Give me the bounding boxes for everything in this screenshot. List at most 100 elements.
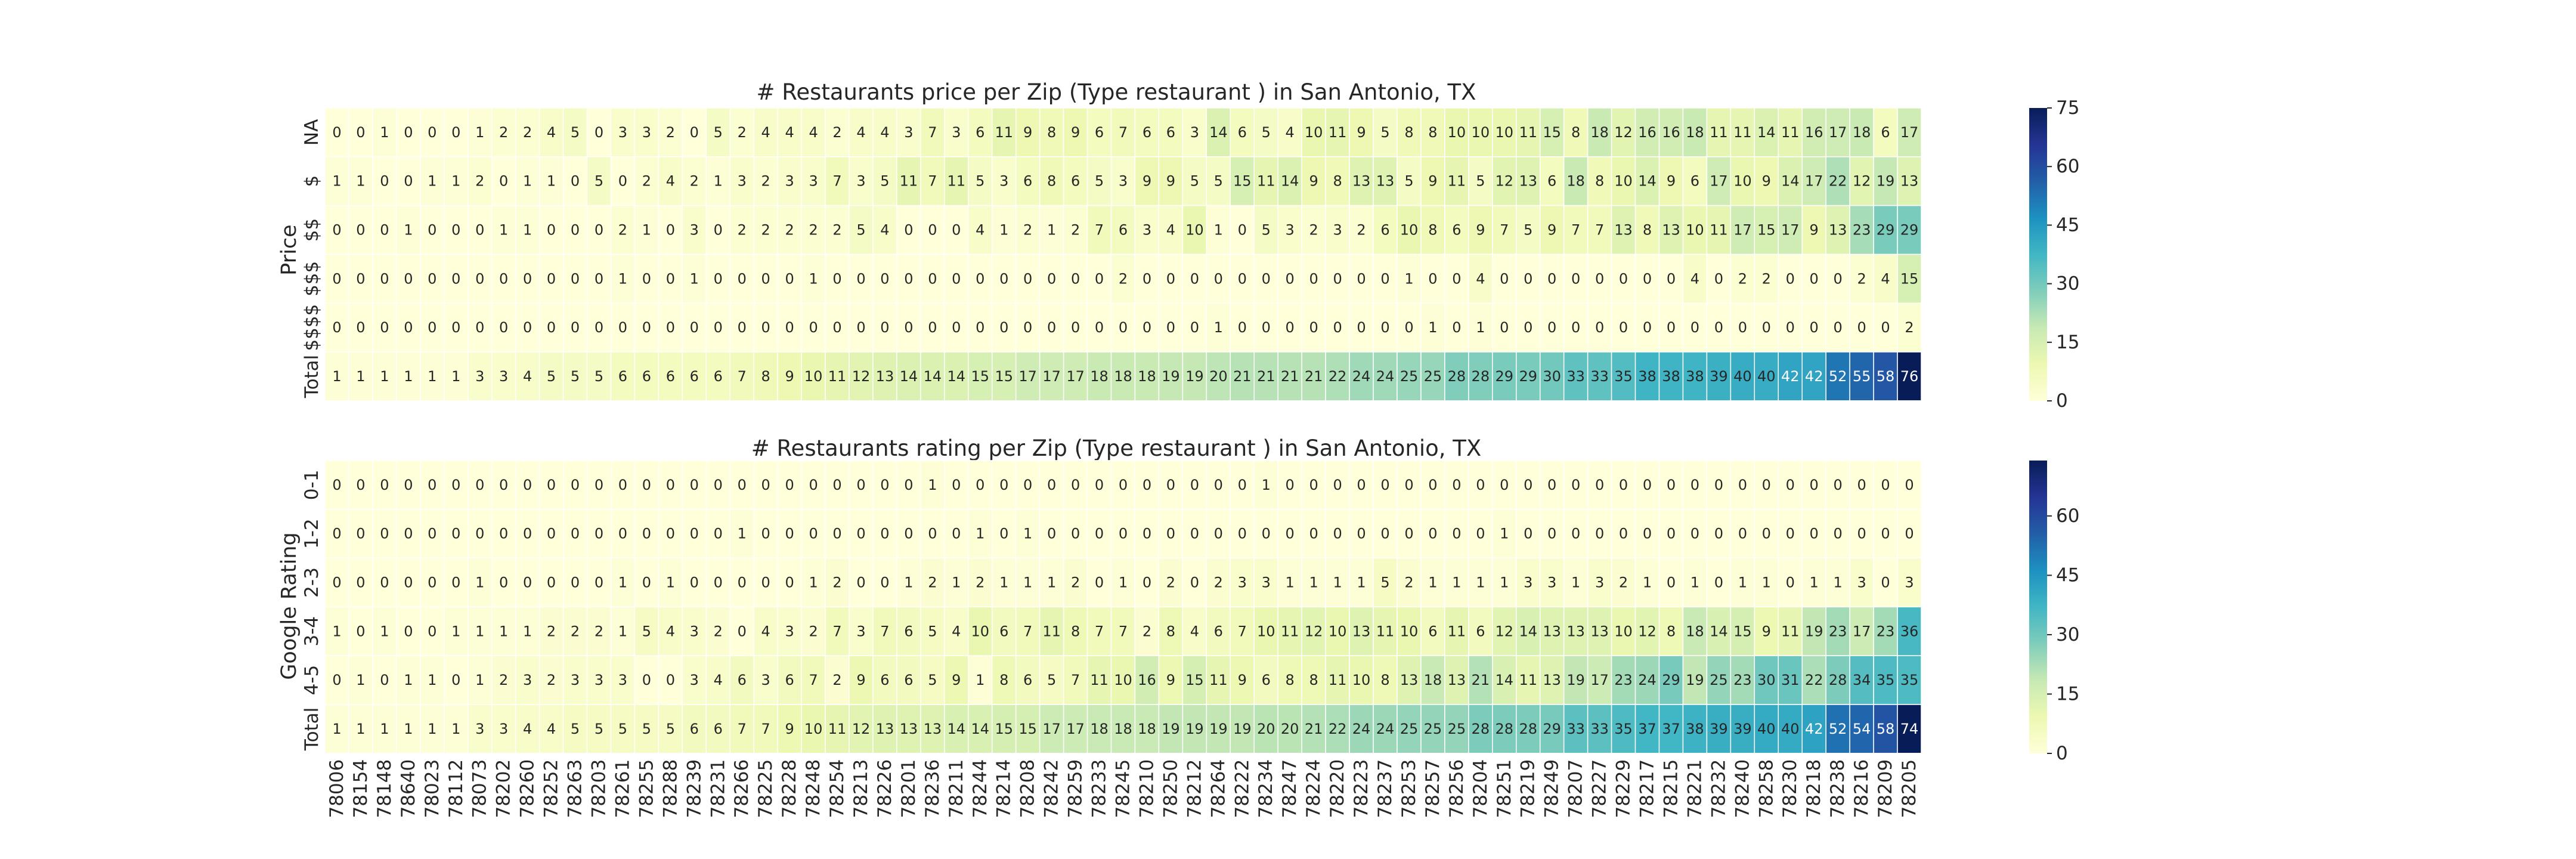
cell-value-label: 3	[690, 222, 699, 239]
cell-value-label: 13	[1448, 672, 1466, 688]
heatmap-cell	[538, 254, 564, 304]
cell-value-label: 0	[690, 124, 699, 141]
heatmap-cell	[348, 704, 373, 754]
heatmap-cell	[444, 107, 469, 157]
cell-value-label: 21	[1233, 368, 1252, 385]
zip-tick-label: 78207	[1565, 759, 1587, 818]
heatmap-cell	[1444, 254, 1469, 304]
cell-value-label: 0	[332, 270, 341, 287]
cell-value-label: 3	[499, 721, 508, 737]
cell-value-label: 0	[428, 319, 436, 336]
cell-value-label: 3	[1190, 124, 1199, 141]
cell-value-label: 0	[1286, 270, 1295, 287]
heatmap-cell	[991, 156, 1017, 206]
cell-value-label: 1	[1428, 319, 1437, 336]
cell-value-label: 0	[1667, 574, 1676, 591]
cell-value-label: 0	[1524, 477, 1532, 493]
heatmap-cell	[1801, 655, 1826, 705]
heatmap-cell	[753, 107, 778, 157]
heatmap-cell	[1230, 655, 1255, 705]
cell-value-label: 3	[856, 623, 865, 639]
cell-value-label: 13	[1352, 623, 1371, 639]
cell-value-label: 19	[1233, 721, 1252, 737]
cell-value-label: 0	[1857, 526, 1866, 542]
cell-value-label: 3	[809, 173, 818, 190]
cell-value-label: 3	[1547, 574, 1556, 591]
cell-value-label: 10	[1614, 173, 1633, 190]
cell-value-label: 11	[828, 721, 847, 737]
heatmap-cell	[586, 606, 612, 656]
cell-value-label: 10	[1472, 124, 1490, 141]
cell-value-label: 0	[856, 574, 865, 591]
heatmap-cell	[1634, 655, 1660, 705]
heatmap-cell	[1158, 107, 1184, 157]
colorbar-tick-label: 0	[2056, 743, 2068, 764]
heatmap-cell	[444, 655, 469, 705]
heatmap-cell	[849, 460, 874, 510]
cell-value-label: 6	[880, 672, 889, 688]
cell-value-label: 28	[1448, 368, 1466, 385]
heatmap-cell	[562, 655, 588, 705]
cell-value-label: 5	[976, 173, 984, 190]
cell-value-label: 1	[1690, 574, 1699, 591]
colorbar-tick-label: 30	[2056, 624, 2079, 645]
cell-value-label: 2	[618, 222, 627, 239]
cell-value-label: 24	[1376, 721, 1395, 737]
cell-value-label: 2	[928, 574, 937, 591]
cell-value-label: 14	[1781, 173, 1800, 190]
cell-value-label: 1	[428, 721, 436, 737]
heatmap-cell	[944, 606, 969, 656]
cell-value-label: 8	[1309, 672, 1318, 688]
cell-value-label: 3	[1119, 173, 1128, 190]
cell-value-label: 13	[900, 721, 918, 737]
cell-value-label: 1	[499, 222, 508, 239]
heatmap-cell	[1611, 107, 1636, 157]
heatmap-cell	[991, 509, 1017, 559]
heatmap-cell	[420, 254, 445, 304]
cell-value-label: 2	[1357, 222, 1366, 239]
cell-value-label: 19	[1162, 721, 1180, 737]
heatmap-cell	[1039, 254, 1064, 304]
cell-value-label: 5	[880, 173, 889, 190]
cell-value-label: 3	[738, 173, 747, 190]
heatmap-cell	[586, 156, 612, 206]
cell-value-label: 0	[1047, 526, 1056, 542]
rating-heatmap-ylabel: Google Rating	[277, 532, 301, 679]
cell-value-label: 1	[1023, 526, 1032, 542]
cell-value-label: 24	[1352, 368, 1371, 385]
cell-value-label: 4	[761, 623, 770, 639]
heatmap-cell	[1849, 156, 1874, 206]
cell-value-label: 0	[356, 222, 365, 239]
zip-tick-label: 78208	[1017, 759, 1039, 818]
cell-value-label: 0	[1452, 477, 1461, 493]
heatmap-cell	[1516, 557, 1541, 608]
heatmap-cell	[538, 704, 564, 754]
heatmap-cell	[515, 460, 540, 510]
cell-value-label: 0	[332, 526, 341, 542]
rating-heatmap-title: # Restaurants rating per Zip (Type resta…	[751, 435, 1482, 461]
cell-value-label: 0	[547, 477, 556, 493]
heatmap-cell	[968, 351, 993, 401]
cell-value-label: 0	[356, 477, 365, 493]
heatmap-cell	[682, 302, 707, 353]
cell-value-label: 13	[876, 721, 894, 737]
heatmap-cell	[1325, 655, 1350, 705]
cell-value-label: 1	[1452, 574, 1461, 591]
heatmap-cell	[491, 205, 516, 255]
cell-value-label: 6	[904, 672, 913, 688]
cell-value-label: 4	[952, 623, 961, 639]
cell-value-label: 0	[1738, 319, 1747, 336]
cell-value-label: 0	[1404, 526, 1413, 542]
cell-value-label: 0	[999, 270, 1008, 287]
cell-value-label: 0	[1571, 319, 1580, 336]
heatmap-cell	[1778, 351, 1803, 401]
cell-value-label: 0	[1095, 319, 1104, 336]
cell-value-label: 35	[1614, 721, 1633, 737]
cell-value-label: 0	[571, 477, 580, 493]
heatmap-cell	[1039, 509, 1064, 559]
heatmap-cell	[1325, 509, 1350, 559]
heatmap-cell	[1849, 254, 1874, 304]
cell-value-label: 0	[809, 477, 818, 493]
cell-value-label: 0	[1190, 270, 1199, 287]
heatmap-cell	[1468, 557, 1493, 608]
